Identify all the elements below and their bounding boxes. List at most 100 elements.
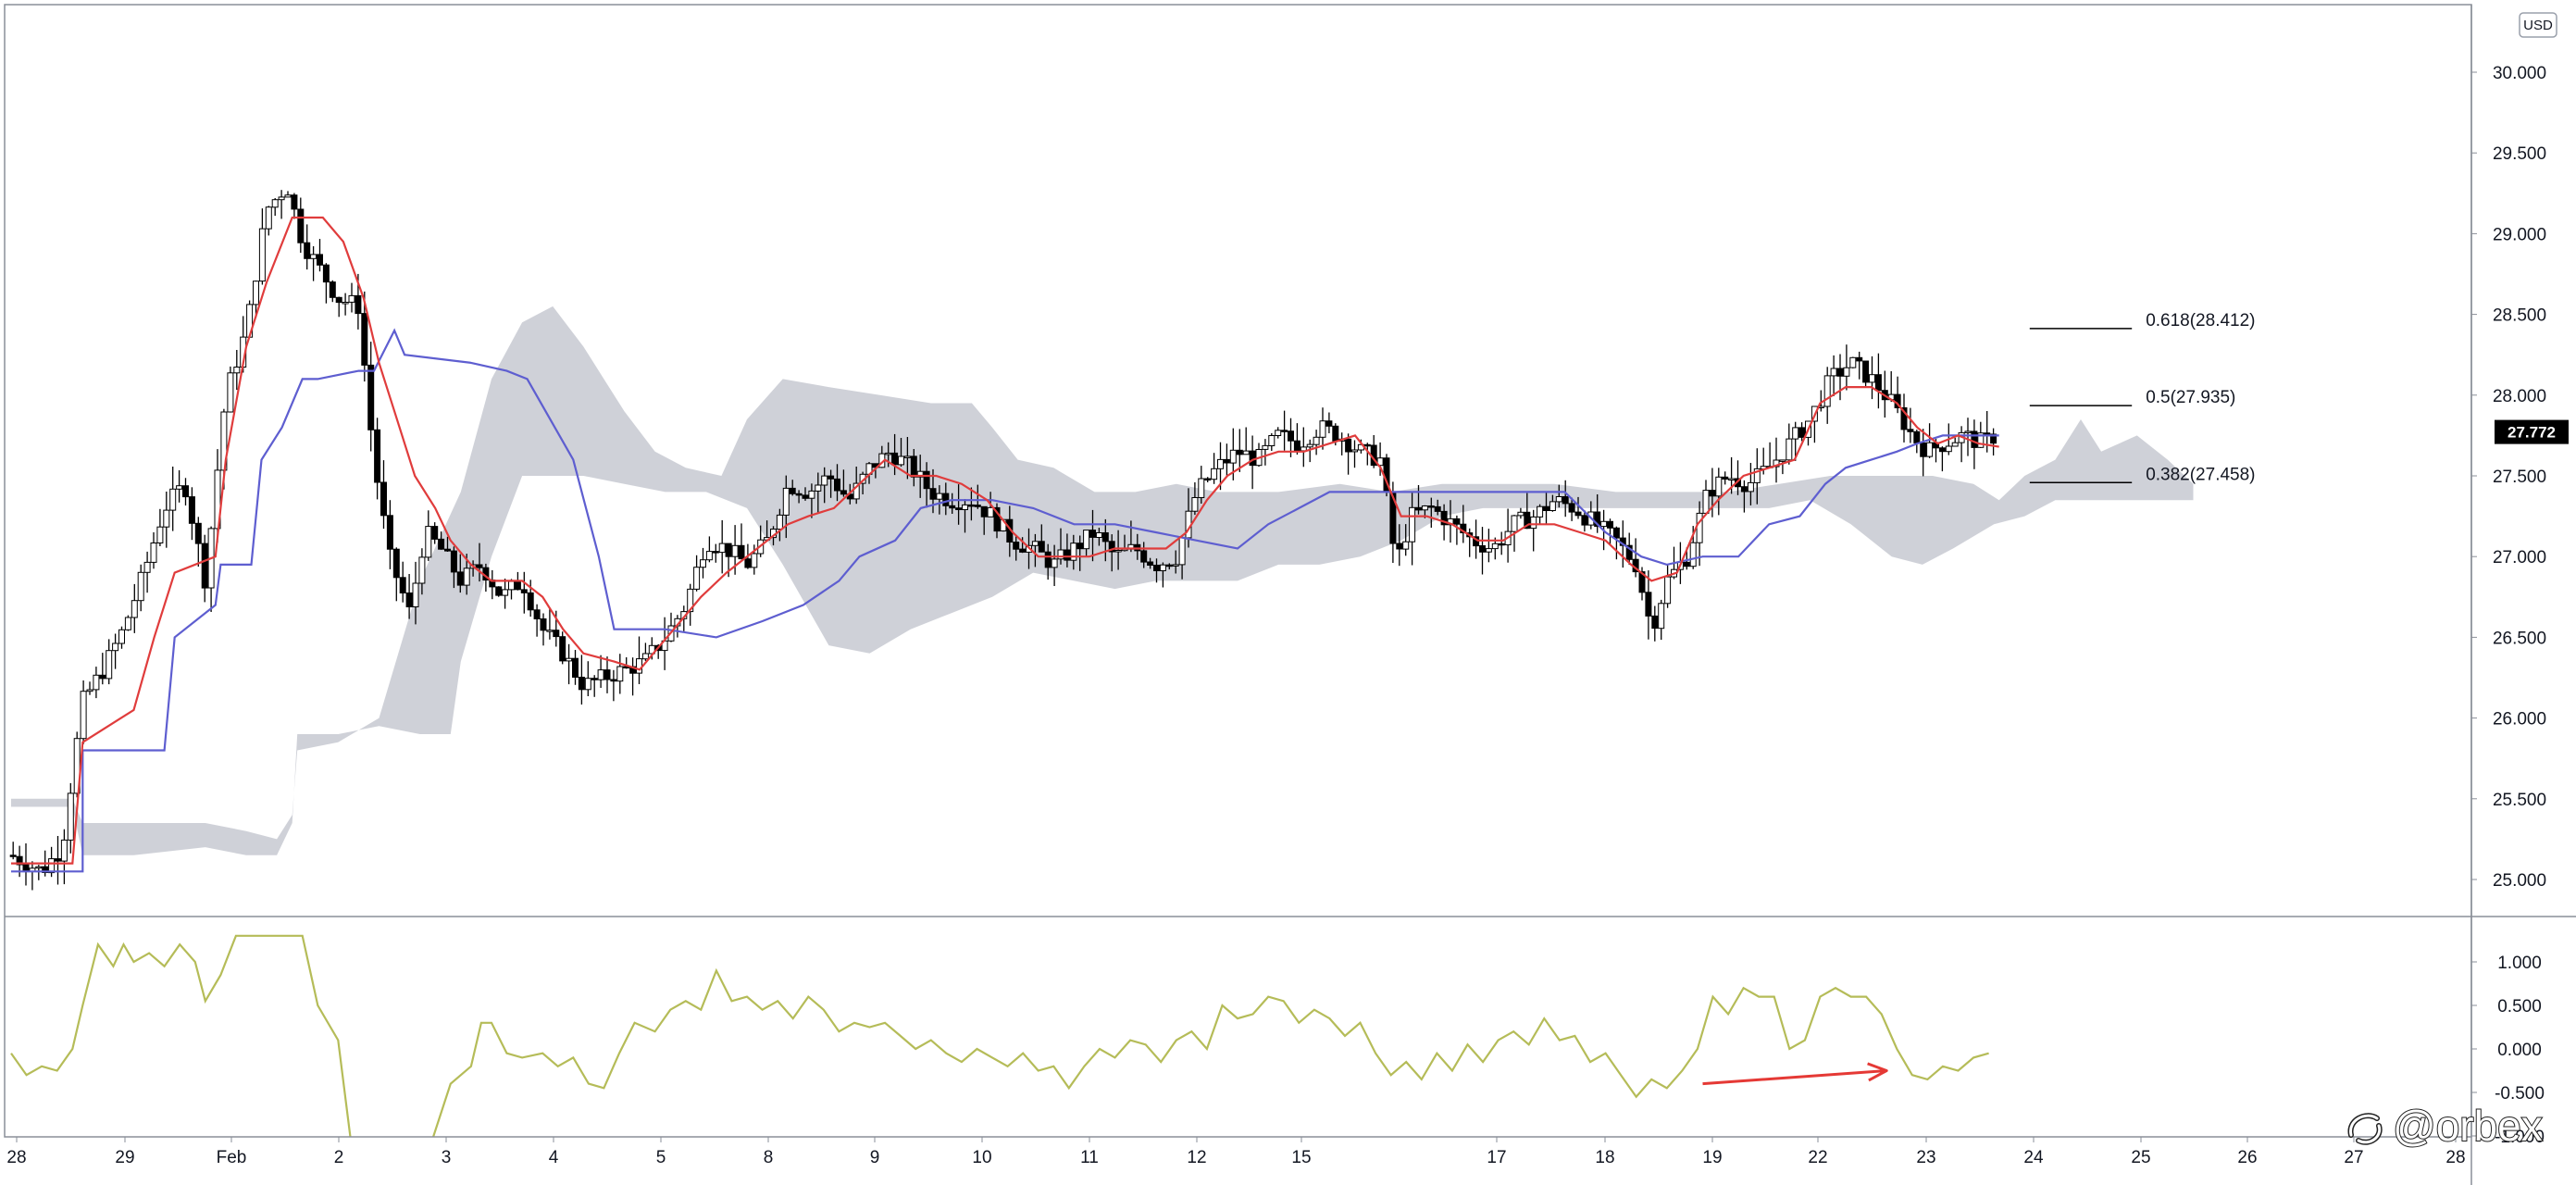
- candle: [834, 464, 840, 502]
- fib-level[interactable]: 0.5(27.935): [2029, 388, 2236, 407]
- price-tick-label: 28.500: [2493, 306, 2546, 326]
- candle: [1537, 504, 1544, 525]
- candle-body: [1964, 430, 1972, 433]
- candle-body: [355, 294, 362, 315]
- candle-body: [980, 505, 988, 518]
- time-tick-label: Feb: [217, 1148, 247, 1167]
- oscillator-pane[interactable]: [10, 934, 1989, 1162]
- candle-body: [1229, 449, 1237, 464]
- candle: [591, 675, 598, 697]
- candle: [1971, 419, 1978, 469]
- candle: [1612, 526, 1620, 560]
- candle: [1427, 497, 1435, 528]
- fib-level[interactable]: 0.382(27.458): [2029, 465, 2256, 484]
- candle-body: [1153, 565, 1160, 571]
- price-pane[interactable]: 0.618(28.412) 0.5(27.935) 0.382(27.458): [9, 190, 2256, 891]
- candle-body: [1376, 457, 1384, 467]
- candle-body: [1288, 430, 1294, 442]
- candle-body: [705, 551, 713, 561]
- candle-body: [636, 658, 642, 674]
- candle-body: [374, 429, 381, 483]
- candle: [1095, 528, 1102, 546]
- currency-badge[interactable]: USD: [2519, 12, 2557, 38]
- fib-label: 0.382(27.458): [2146, 465, 2255, 484]
- candle: [1722, 471, 1729, 485]
- candle: [1562, 480, 1569, 518]
- candle-body: [60, 839, 68, 862]
- candle: [380, 460, 387, 530]
- candle: [776, 508, 783, 542]
- last-price-tag-box: [2495, 419, 2569, 444]
- fib-level[interactable]: 0.618(28.412): [2029, 311, 2256, 331]
- candle-body: [1415, 506, 1422, 511]
- candle-body: [495, 586, 503, 596]
- candle-body: [1747, 481, 1754, 493]
- candle: [782, 475, 790, 539]
- candle-body: [1402, 541, 1410, 550]
- candle-body: [118, 629, 125, 644]
- candle-body: [80, 691, 87, 740]
- last-price-label: 27.772: [2508, 424, 2556, 442]
- price-axis[interactable]: 25.000 25.500 26.000 26.500 27.000 27.500 28.0…: [2471, 64, 2546, 891]
- candle: [1798, 422, 1806, 442]
- candle-body: [1101, 532, 1109, 543]
- time-axis[interactable]: 28 29 Feb 2 3 4 5 8 9 10 11 12 15 17 18 19 22 23 24 25 26 27 2…: [6, 1137, 2466, 1167]
- candle-body: [578, 677, 585, 691]
- candle-body: [987, 506, 994, 518]
- candle-body: [1172, 564, 1179, 567]
- candle: [476, 543, 483, 582]
- candle-body: [35, 866, 43, 869]
- candle: [342, 293, 349, 316]
- time-tick-label: 8: [764, 1148, 774, 1167]
- candle: [438, 531, 445, 550]
- candle: [1951, 437, 1959, 447]
- candle-body: [1607, 520, 1613, 529]
- candle-body: [974, 505, 981, 507]
- candle: [1862, 360, 1870, 387]
- candle: [1064, 533, 1071, 568]
- oscillator-line: [10, 934, 1989, 1137]
- candle-body: [444, 548, 451, 552]
- candle: [361, 291, 368, 382]
- candle: [495, 586, 503, 597]
- candle-body: [597, 669, 604, 680]
- candle-body: [194, 522, 202, 544]
- candle: [1191, 482, 1199, 516]
- osc-tick-label: 0.000: [2497, 1041, 2542, 1060]
- candle: [201, 534, 208, 603]
- candle: [1057, 528, 1064, 565]
- candle-body: [1057, 549, 1064, 560]
- candle-body: [834, 478, 840, 492]
- candle: [974, 484, 981, 509]
- candle-body: [1409, 506, 1416, 543]
- candle: [456, 554, 464, 593]
- candle-body: [1869, 374, 1875, 383]
- candle: [1070, 534, 1077, 570]
- candle-body: [641, 653, 649, 660]
- osc-tick-label: 1.000: [2497, 954, 2542, 973]
- candle-body: [591, 678, 598, 680]
- osc-tick-label: -1.000: [2495, 1128, 2545, 1147]
- oscillator-axis[interactable]: 1.000 0.500 0.000 -0.500 -1.000: [2471, 954, 2545, 1147]
- time-tick-label: 28: [2445, 1148, 2465, 1167]
- candle: [348, 282, 355, 313]
- orbex-logo-icon: [2347, 1113, 2383, 1145]
- candle: [284, 191, 292, 198]
- price-tick-label: 25.000: [2493, 871, 2546, 891]
- candle: [291, 193, 298, 219]
- candle: [55, 836, 61, 885]
- candle-body: [188, 496, 195, 524]
- candle-body: [942, 493, 950, 506]
- candle: [572, 650, 579, 685]
- time-tick-label: 17: [1487, 1148, 1506, 1167]
- price-tick-label: 28.000: [2493, 387, 2546, 406]
- candle: [1990, 428, 1997, 455]
- watermark-text: @orbex: [2393, 1102, 2543, 1150]
- candle-body: [1696, 512, 1703, 543]
- candle-body: [463, 568, 470, 586]
- fibonacci-levels[interactable]: 0.618(28.412) 0.5(27.935) 0.382(27.458): [2029, 311, 2256, 484]
- candle-body: [431, 526, 439, 540]
- kijun-line: [11, 328, 1999, 873]
- candle: [1658, 599, 1665, 641]
- candle-body: [476, 564, 483, 568]
